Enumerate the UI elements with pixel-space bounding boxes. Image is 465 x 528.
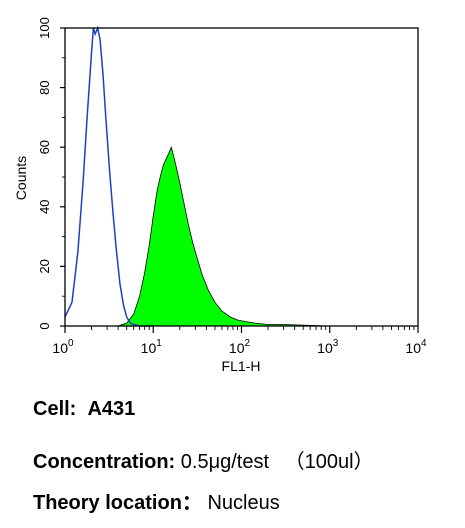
cell-value: A431 (87, 398, 136, 420)
cell-caption: Cell: A431 (33, 398, 135, 421)
y-tick-label: 100 (37, 17, 52, 39)
x-tick-label: 102 (229, 338, 251, 356)
y-tick-label: 20 (37, 259, 52, 273)
plot-frame (64, 27, 419, 327)
location-label: Theory location： (33, 492, 202, 514)
cell-label: Cell: (33, 398, 77, 420)
x-tick-label: 100 (52, 338, 74, 356)
flow-cytometry-histogram: 100 101 102 103 104 0 20 40 60 80 100 FL1-H Counts (13, 17, 427, 374)
concentration-caption: Concentration: 0.5μg/test （100ul） (33, 445, 374, 474)
concentration-label: Concentration: (33, 451, 176, 473)
series-1-filled-area (65, 145, 418, 327)
location-caption: Theory location： Nucleus (33, 486, 280, 515)
y-tick-label: 80 (37, 80, 52, 94)
series-0-outline (64, 25, 154, 327)
location-value: Nucleus (207, 492, 280, 514)
y-tick-label: 40 (37, 200, 52, 214)
x-tick-label: 104 (405, 338, 427, 356)
series-layer (64, 25, 418, 327)
y-tick-label: 0 (37, 322, 52, 329)
x-tick-label: 101 (141, 338, 163, 356)
y-tick-label: 60 (37, 140, 52, 154)
y-axis-label: Counts (13, 156, 29, 200)
x-axis-label: FL1-H (222, 358, 261, 374)
concentration-value: 0.5μg/test （100ul） (180, 451, 374, 473)
axis-layer: 100 101 102 103 104 0 20 40 60 80 100 (37, 17, 427, 356)
x-tick-label: 103 (317, 338, 339, 356)
